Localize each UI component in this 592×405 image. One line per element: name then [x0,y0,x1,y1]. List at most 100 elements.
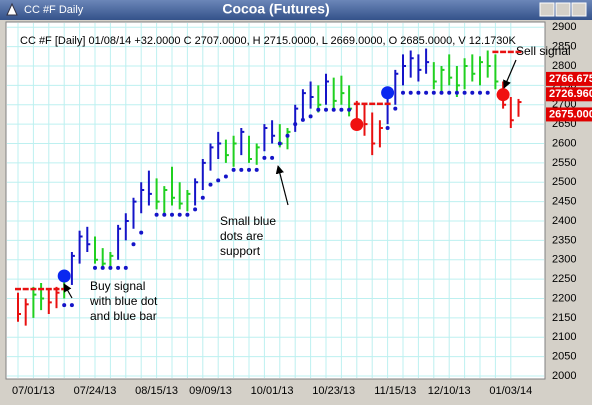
support-dot [447,90,452,95]
support-dot [462,90,467,95]
support-dot [470,90,475,95]
resistance-dot [53,287,60,291]
y-tick-label: 2350 [552,234,576,246]
arrow [63,283,73,299]
support-dot [177,212,182,217]
price-label-box [546,71,592,86]
x-tick-label: 01/03/14 [489,385,532,397]
resistance-dot [376,102,383,106]
support-dot [100,265,105,270]
support-dot [308,114,313,119]
annotation: Small blue [220,214,276,228]
support-dot [408,90,413,95]
chart-title: Cocoa (Futures) [222,1,329,17]
support-dot [123,265,128,270]
price-label-box [546,87,592,102]
support-dot [331,107,336,112]
sell-signal [496,88,510,102]
support-dot [270,155,275,160]
resistance-dot [38,287,45,291]
sell-signal [350,118,364,132]
support-dot [401,90,405,95]
annotation: dots are [220,229,264,243]
y-tick-label: 2000 [552,370,576,382]
support-dot [162,212,167,217]
support-dot [293,122,298,127]
x-tick-label: 10/01/13 [251,385,294,397]
support-dot [216,178,221,183]
support-dot [223,174,228,179]
support-dot [254,167,259,172]
resistance-dot [500,50,507,54]
y-tick-label: 2550 [552,157,576,169]
resistance-dot [369,102,376,106]
support-dot [439,90,444,95]
support-dot [247,167,251,172]
y-tick-label: 2600 [552,137,576,149]
resistance-dot [384,102,391,106]
app-icon [6,2,18,16]
x-tick-label: 10/23/13 [312,385,355,397]
minimize-button[interactable] [539,2,555,17]
support-dot [185,212,190,217]
annotation: and blue bar [90,309,157,323]
support-dot [154,212,159,217]
support-dot [300,117,305,122]
x-tick-label: 07/24/13 [74,385,117,397]
resistance-dot [30,287,37,291]
support-dot [69,303,74,308]
y-tick-label: 2800 [552,60,576,72]
support-dot [208,182,213,187]
support-dot [478,90,482,95]
y-tick-label: 2500 [552,176,576,188]
resistance-dot [22,287,29,291]
resistance-dot [45,287,52,291]
annotation: Buy signal [90,279,145,293]
x-tick-label: 12/10/13 [428,385,471,397]
support-dot [239,167,244,172]
resistance-dot [15,287,21,291]
support-dot [116,265,121,270]
support-dot [454,90,459,95]
price-label: 2726.960 [549,88,592,100]
support-dot [193,207,198,212]
support-dot [485,90,490,95]
annotation: with blue dot [89,294,158,308]
y-tick-label: 2200 [552,292,576,304]
support-dot [170,212,174,217]
x-tick-label: 09/09/13 [189,385,232,397]
y-tick-label: 2900 [552,21,576,33]
support-dot [416,90,421,95]
maximize-button[interactable] [555,2,571,17]
support-dot [347,107,352,112]
support-dot [231,167,236,172]
price-label: 2675.000 [549,108,592,120]
x-tick-label: 11/15/13 [374,385,416,397]
support-dot [316,107,321,112]
support-dot [62,303,67,308]
support-dot [200,195,205,200]
title-bar [0,0,592,20]
support-dot [393,106,398,111]
x-tick-label: 07/01/13 [12,385,55,397]
x-tick-label: 08/15/13 [135,385,178,397]
support-dot [431,90,436,95]
close-button[interactable] [571,2,587,17]
resistance-dot [492,50,499,54]
arrow [503,59,517,89]
y-tick-label: 2100 [552,331,576,343]
support-dot [131,242,136,247]
resistance-dot [515,50,522,54]
y-tick-label: 2850 [552,41,576,53]
price-label: 2766.675 [549,73,592,85]
info-line: CC #F [Daily] 01/08/14 +32.0000 C 2707.0… [20,35,517,47]
support-dot [285,133,290,138]
plot-area [5,21,546,380]
support-dot [324,107,328,112]
support-dot [424,90,429,95]
buy-signal [381,86,395,100]
annotation: support [220,244,261,258]
y-tick-label: 2250 [552,273,576,285]
